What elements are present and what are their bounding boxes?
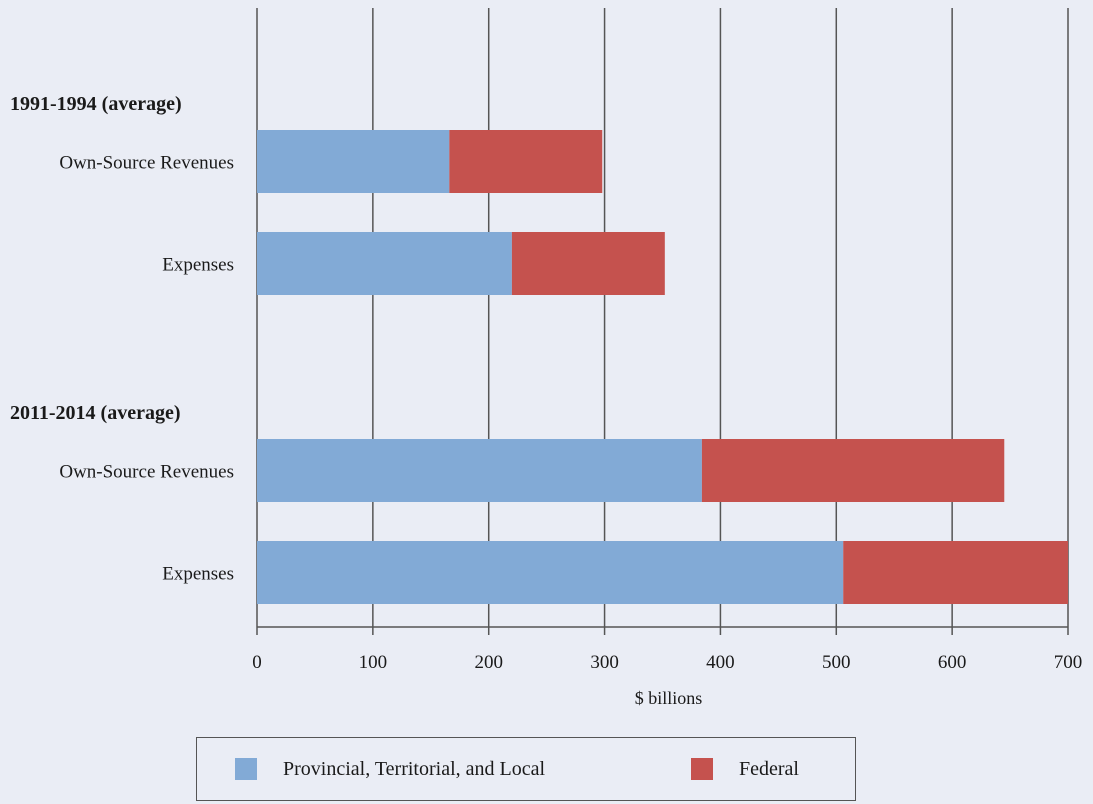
- x-tick-label-700: 700: [1054, 652, 1083, 673]
- legend-label-provincial: Provincial, Territorial, and Local: [283, 757, 546, 780]
- grid-lines: [256, 8, 1069, 627]
- x-axis-ticks: 0 100 200 300 400 500 600 700: [252, 627, 1082, 673]
- category-label-0-0: Own-Source Revenues: [59, 153, 234, 174]
- group-label-0: 1991-1994 (average): [10, 93, 182, 115]
- legend-swatch-federal: [691, 758, 713, 780]
- bar-provincial-1-1: [257, 541, 844, 604]
- x-tick-label-300: 300: [590, 652, 619, 673]
- bar-provincial-0-1: [257, 232, 512, 295]
- bar-provincial-0-0: [257, 130, 450, 193]
- bar-provincial-1-0: [257, 439, 702, 502]
- category-label-1-0: Own-Source Revenues: [59, 462, 234, 483]
- category-label-0-1: Expenses: [162, 255, 234, 276]
- bar-federal-0-1: [511, 232, 665, 295]
- bar-federal-1-1: [843, 541, 1068, 604]
- legend-swatch-provincial: [235, 758, 257, 780]
- x-tick-label-500: 500: [822, 652, 851, 673]
- x-tick-label-100: 100: [359, 652, 388, 673]
- legend-item-federal: Federal: [691, 738, 799, 800]
- stacked-bar-chart: 0 100 200 300 400 500 600 700 1991-1994 (averag…: [10, 8, 1082, 708]
- bar-federal-0-0: [449, 130, 603, 193]
- x-tick-label-600: 600: [938, 652, 967, 673]
- bars: [257, 130, 1068, 604]
- x-tick-label-200: 200: [474, 652, 503, 673]
- x-tick-label-400: 400: [706, 652, 735, 673]
- group-label-1: 2011-2014 (average): [10, 402, 181, 424]
- category-labels: 1991-1994 (average) Own-Source Revenues Ex…: [10, 93, 234, 585]
- bar-federal-1-0: [701, 439, 1005, 502]
- category-label-1-1: Expenses: [162, 564, 234, 585]
- x-tick-label-0: 0: [252, 652, 262, 673]
- legend: Provincial, Territorial, and Local Feder…: [196, 737, 856, 801]
- x-axis-title: $ billions: [635, 688, 703, 708]
- legend-item-provincial: Provincial, Territorial, and Local: [235, 738, 545, 800]
- legend-label-federal: Federal: [739, 757, 799, 780]
